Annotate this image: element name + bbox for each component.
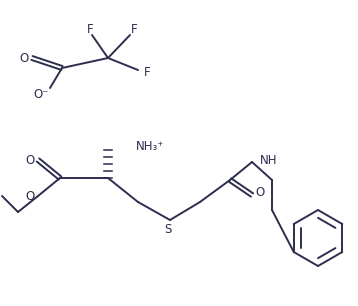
Text: O: O	[25, 189, 35, 203]
Text: S: S	[164, 222, 172, 236]
Text: O: O	[19, 51, 29, 65]
Text: NH₃⁺: NH₃⁺	[136, 140, 164, 152]
Text: O: O	[255, 185, 265, 199]
Text: NH: NH	[260, 154, 277, 166]
Text: O⁻: O⁻	[33, 88, 49, 100]
Text: F: F	[87, 23, 93, 35]
Text: O: O	[25, 154, 35, 166]
Text: F: F	[131, 23, 137, 35]
Text: F: F	[144, 65, 150, 79]
